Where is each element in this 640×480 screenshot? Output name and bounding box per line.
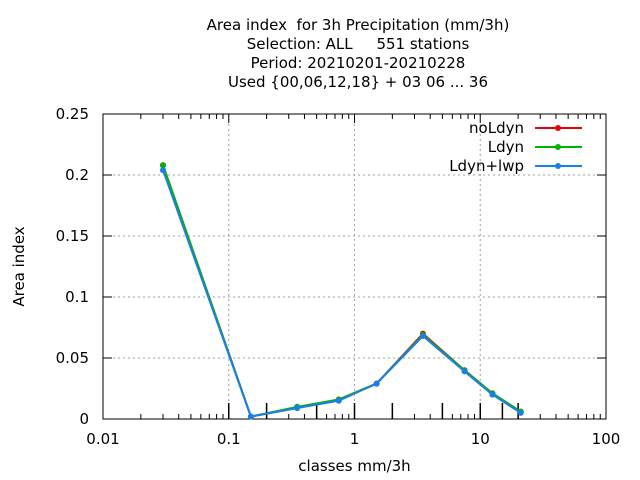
chart-title: Area index for 3h Precipitation (mm/3h) … — [0, 16, 640, 92]
series-line — [162, 169, 522, 418]
y-tick-label: 0.25 — [56, 105, 89, 123]
grid — [103, 114, 606, 419]
y-axis-label: Area index — [10, 226, 28, 306]
legend-label: Ldyn — [488, 138, 524, 156]
series-ldyn — [159, 162, 524, 420]
y-tick-label: 0.15 — [56, 227, 89, 245]
y-tick-label: 0 — [79, 410, 89, 428]
legend-marker — [555, 125, 561, 131]
data-point — [335, 397, 342, 404]
x-tick-label: 10 — [471, 430, 490, 448]
series-ldyn-lwp — [159, 167, 524, 420]
series-line — [162, 164, 522, 418]
title-line-3: Period: 20210201-20210228 — [250, 54, 466, 72]
title-line-4: Used {00,06,12,18} + 03 06 ... 36 — [227, 73, 489, 91]
y-tick-label: 0.05 — [56, 349, 89, 367]
axes: 0.01 0.1 1 10 100 0 0.05 0.1 0.15 0.2 0.25 — [56, 105, 621, 448]
data-point — [461, 368, 468, 375]
x-tick-label: 100 — [592, 430, 621, 448]
x-tick-label: 1 — [350, 430, 360, 448]
title-line-1: Area index for 3h Precipitation (mm/3h) — [206, 16, 510, 34]
x-axis-label: classes mm/3h — [298, 457, 410, 475]
legend-marker — [555, 163, 561, 169]
legend-marker — [555, 144, 561, 150]
x-tick-label: 0.1 — [217, 430, 241, 448]
data-point — [159, 167, 166, 174]
data-point — [159, 162, 166, 169]
legend-label: noLdyn — [469, 119, 524, 137]
data-point — [373, 380, 380, 387]
y-tick-label: 0.1 — [65, 288, 89, 306]
legend-label: Ldyn+lwp — [449, 157, 524, 175]
series-layer — [159, 162, 524, 420]
x-tick-label: 0.01 — [86, 430, 119, 448]
data-point — [294, 405, 301, 412]
series-noldyn — [159, 162, 524, 420]
series-line — [162, 164, 522, 418]
data-point — [489, 391, 496, 398]
y-tick-label: 0.2 — [65, 166, 89, 184]
data-point — [419, 333, 426, 340]
title-line-2: Selection: ALL 551 stations — [246, 35, 470, 53]
data-point — [247, 413, 254, 420]
data-point — [517, 409, 524, 416]
